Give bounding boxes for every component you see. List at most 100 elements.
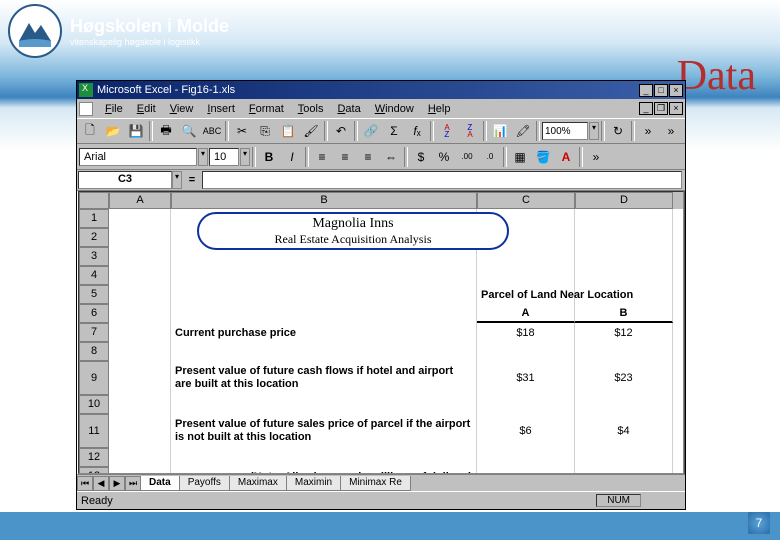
title-callout: Magnolia Inns Real Estate Acquisition An…	[197, 212, 509, 250]
menu-help[interactable]: Help	[422, 102, 457, 116]
spelling-button[interactable]: ABC	[201, 121, 223, 142]
align-right-button[interactable]: ≡	[357, 146, 379, 167]
row-header[interactable]: 12	[79, 448, 109, 467]
decrease-decimal-button[interactable]: .0	[479, 146, 501, 167]
tab-nav-next[interactable]: ▶	[109, 476, 125, 491]
tab-nav-last[interactable]: ⏭	[125, 476, 141, 491]
pv-cashflow-b[interactable]: $23	[575, 361, 673, 395]
row-header[interactable]: 7	[79, 323, 109, 342]
chart-wizard-button[interactable]: 📊	[489, 121, 511, 142]
pv-sales-a[interactable]: $6	[477, 414, 575, 448]
row-header[interactable]: 6	[79, 304, 109, 323]
pv-cashflow-label[interactable]: Present value of future cash flows if ho…	[171, 361, 477, 395]
menu-tools[interactable]: Tools	[292, 102, 330, 116]
font-color-button[interactable]: A	[555, 146, 577, 167]
borders-button[interactable]: ▦	[509, 146, 531, 167]
font-size-selector[interactable]: 10	[209, 148, 239, 166]
loc-b-header[interactable]: B	[575, 304, 673, 323]
row-header[interactable]: 11	[79, 414, 109, 448]
zoom-box[interactable]: 100%	[542, 122, 588, 140]
name-box[interactable]: C3	[78, 171, 172, 189]
align-left-button[interactable]: ≡	[311, 146, 333, 167]
sheet-tab-minimax[interactable]: Minimax Re	[340, 476, 411, 491]
format-painter-button[interactable]: 🖌	[300, 121, 322, 142]
copy-button[interactable]: ⎘	[254, 121, 276, 142]
loc-a-header[interactable]: A	[477, 304, 575, 323]
font-selector[interactable]: Arial	[79, 148, 197, 166]
col-header-a[interactable]: A	[109, 192, 171, 209]
menu-file[interactable]: File	[99, 102, 129, 116]
sheet-tab-maximax[interactable]: Maximax	[229, 476, 287, 491]
merge-center-button[interactable]: ⇔	[380, 146, 402, 167]
minimize-button[interactable]: _	[639, 84, 653, 97]
col-header-c[interactable]: C	[477, 192, 575, 209]
purchase-price-a[interactable]: $18	[477, 323, 575, 342]
pv-cashflow-a[interactable]: $31	[477, 361, 575, 395]
menu-window[interactable]: Window	[369, 102, 420, 116]
hyperlink-button[interactable]: 🔗	[360, 121, 382, 142]
sheet-tab-payoffs[interactable]: Payoffs	[179, 476, 230, 491]
menu-format[interactable]: Format	[243, 102, 290, 116]
italic-button[interactable]: I	[281, 146, 303, 167]
row-header[interactable]: 3	[79, 247, 109, 266]
more-fmt-buttons[interactable]: »	[585, 146, 607, 167]
select-all-corner[interactable]	[79, 192, 109, 209]
autosum-button[interactable]: Σ	[383, 121, 405, 142]
sheet-tab-maximin[interactable]: Maximin	[286, 476, 341, 491]
mdi-close-button[interactable]: ×	[669, 102, 683, 115]
more-buttons[interactable]: »	[637, 121, 659, 142]
new-button[interactable]: 🗋	[79, 121, 101, 142]
row-header[interactable]: 13	[79, 467, 109, 473]
pv-sales-label[interactable]: Present value of future sales price of p…	[171, 414, 477, 448]
maximize-button[interactable]: □	[654, 84, 668, 97]
font-size-dropdown[interactable]: ▾	[240, 148, 250, 166]
fill-color-button[interactable]: 🪣	[532, 146, 554, 167]
align-center-button[interactable]: ≡	[334, 146, 356, 167]
menu-view[interactable]: View	[164, 102, 200, 116]
sort-desc-button[interactable]: ZA	[459, 121, 481, 142]
undo-button[interactable]: ↶	[330, 121, 352, 142]
zoom-dropdown[interactable]: ▾	[589, 122, 599, 140]
paste-button[interactable]: 📋	[277, 121, 299, 142]
tab-nav-prev[interactable]: ◀	[93, 476, 109, 491]
purchase-price-b[interactable]: $12	[575, 323, 673, 342]
tab-nav-first[interactable]: ⏮	[77, 476, 93, 491]
mdi-minimize-button[interactable]: _	[639, 102, 653, 115]
menu-data[interactable]: Data	[331, 102, 366, 116]
mdi-restore-button[interactable]: ❐	[654, 102, 668, 115]
row-header[interactable]: 10	[79, 395, 109, 414]
sort-asc-button[interactable]: AZ	[436, 121, 458, 142]
menu-edit[interactable]: Edit	[131, 102, 162, 116]
close-button[interactable]: ×	[669, 84, 683, 97]
purchase-price-label[interactable]: Current purchase price	[171, 323, 477, 342]
refresh-button[interactable]: ↻	[607, 121, 629, 142]
font-dropdown[interactable]: ▾	[198, 148, 208, 166]
more-buttons-2[interactable]: »	[660, 121, 682, 142]
bold-button[interactable]: B	[258, 146, 280, 167]
note-label[interactable]: (Note: All values are in millions of dol…	[171, 467, 477, 473]
print-button[interactable]: 🖶	[155, 121, 177, 142]
open-button[interactable]: 📂	[102, 121, 124, 142]
pv-sales-b[interactable]: $4	[575, 414, 673, 448]
row-header[interactable]: 5	[79, 285, 109, 304]
row-header[interactable]: 9	[79, 361, 109, 395]
col-header-d[interactable]: D	[575, 192, 673, 209]
currency-button[interactable]: $	[410, 146, 432, 167]
sheet-tab-data[interactable]: Data	[140, 476, 180, 491]
save-button[interactable]: 💾	[125, 121, 147, 142]
function-button[interactable]: fₓ	[406, 121, 428, 142]
cut-button[interactable]: ✂	[231, 121, 253, 142]
print-preview-button[interactable]: 🔍	[178, 121, 200, 142]
row-header[interactable]: 4	[79, 266, 109, 285]
name-box-dropdown[interactable]: ▾	[172, 171, 182, 189]
row-header[interactable]: 8	[79, 342, 109, 361]
row-header[interactable]: 1	[79, 209, 109, 228]
parcel-header[interactable]: Parcel of Land Near Location	[477, 285, 575, 304]
menu-insert[interactable]: Insert	[201, 102, 241, 116]
row-header[interactable]: 2	[79, 228, 109, 247]
increase-decimal-button[interactable]: .00	[456, 146, 478, 167]
drawing-button[interactable]: 🖍	[512, 121, 534, 142]
col-header-b[interactable]: B	[171, 192, 477, 209]
percent-button[interactable]: %	[433, 146, 455, 167]
formula-input[interactable]	[202, 171, 682, 189]
